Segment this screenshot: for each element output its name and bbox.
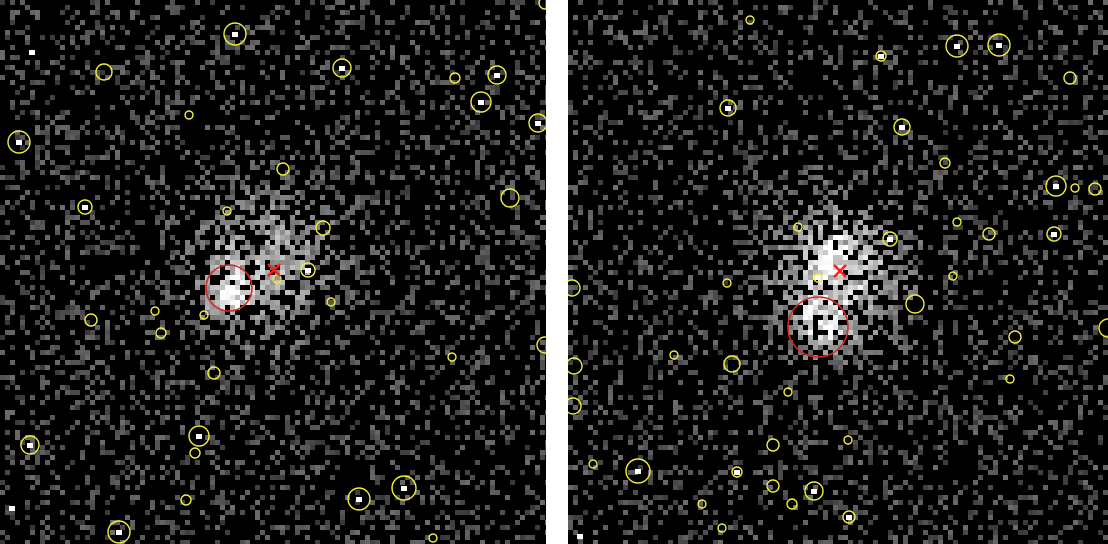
point-source-circle — [982, 227, 996, 241]
point-source-circle — [731, 466, 743, 478]
point-source-circle — [428, 533, 438, 543]
point-source-circle — [391, 475, 417, 501]
point-source-circle — [952, 217, 962, 227]
point-source-circle — [1008, 330, 1022, 344]
point-source-circle — [447, 352, 457, 362]
point-source-circle — [793, 222, 803, 232]
point-source-circle — [875, 50, 887, 62]
point-source-circle — [766, 438, 780, 452]
point-source-circle — [893, 118, 911, 136]
point-source-circle — [7, 130, 31, 154]
point-source-circle — [487, 65, 507, 85]
point-source-circle — [77, 199, 93, 215]
point-source-circle — [717, 523, 727, 533]
point-source-circle — [449, 72, 461, 84]
point-source-circle — [1070, 183, 1080, 193]
target-region-circle — [787, 296, 849, 358]
point-source-circle — [272, 274, 282, 284]
point-source-circle — [188, 425, 210, 447]
point-source-circle — [326, 297, 336, 307]
point-source-circle — [1088, 182, 1102, 196]
point-source-circle — [95, 63, 113, 81]
point-source-circle — [813, 273, 823, 283]
point-source-circle — [669, 350, 679, 360]
point-source-circle — [987, 33, 1011, 57]
point-source-circle — [568, 397, 582, 415]
point-source-circle — [199, 310, 209, 320]
point-source-circle — [843, 435, 853, 445]
point-source-circle — [939, 157, 951, 169]
point-source-circle — [189, 447, 201, 459]
target-region-circle — [205, 264, 253, 312]
point-source-circle — [948, 271, 958, 281]
point-source-circle — [20, 435, 40, 455]
point-source-circle — [697, 499, 707, 509]
xray-image-panel-right — [568, 0, 1108, 544]
point-source-circle — [766, 479, 780, 493]
point-source-circle — [1005, 374, 1015, 384]
point-source-circle — [315, 220, 331, 236]
point-source-circle — [719, 99, 737, 117]
point-source-circle — [276, 162, 290, 176]
region-overlay — [568, 15, 1108, 533]
point-source-circle — [184, 110, 194, 120]
point-source-circle — [1098, 318, 1108, 338]
point-source-circle — [84, 313, 98, 327]
point-source-circle — [155, 327, 167, 339]
point-source-circle — [180, 494, 192, 506]
xray-image-panel-left — [0, 0, 546, 544]
point-source-circle — [1063, 71, 1077, 85]
point-source-circle — [332, 58, 352, 78]
point-source-circle — [1045, 175, 1067, 197]
point-source-circle — [625, 458, 651, 484]
point-source-circle — [470, 91, 492, 113]
point-source-circle — [528, 113, 546, 133]
region-overlay — [7, 0, 546, 544]
point-source-circle — [842, 510, 856, 524]
point-source-circle — [207, 366, 221, 380]
point-source-circle — [107, 520, 131, 544]
point-source-circle — [568, 357, 583, 375]
point-source-circle — [945, 34, 969, 58]
point-source-circle — [723, 355, 741, 373]
point-source-circle — [786, 498, 798, 510]
point-source-circle — [745, 15, 755, 25]
point-source-circle — [536, 336, 546, 354]
point-source-circle — [538, 0, 546, 10]
point-source-circle — [347, 487, 371, 511]
point-source-circle — [783, 387, 793, 397]
point-source-circle — [882, 231, 898, 247]
point-source-circle — [905, 294, 925, 314]
point-source-circle — [150, 306, 160, 316]
point-source-circle — [804, 481, 824, 501]
point-source-circle — [722, 278, 732, 288]
point-source-circle — [223, 22, 247, 46]
cluster-center-marker — [267, 263, 281, 277]
point-source-circle — [588, 459, 598, 469]
point-source-circle — [1046, 226, 1062, 242]
point-source-circle — [300, 262, 316, 278]
point-source-circle — [500, 188, 520, 208]
cluster-center-marker — [833, 264, 847, 278]
point-source-circle — [568, 279, 581, 297]
point-source-circle — [222, 206, 232, 216]
